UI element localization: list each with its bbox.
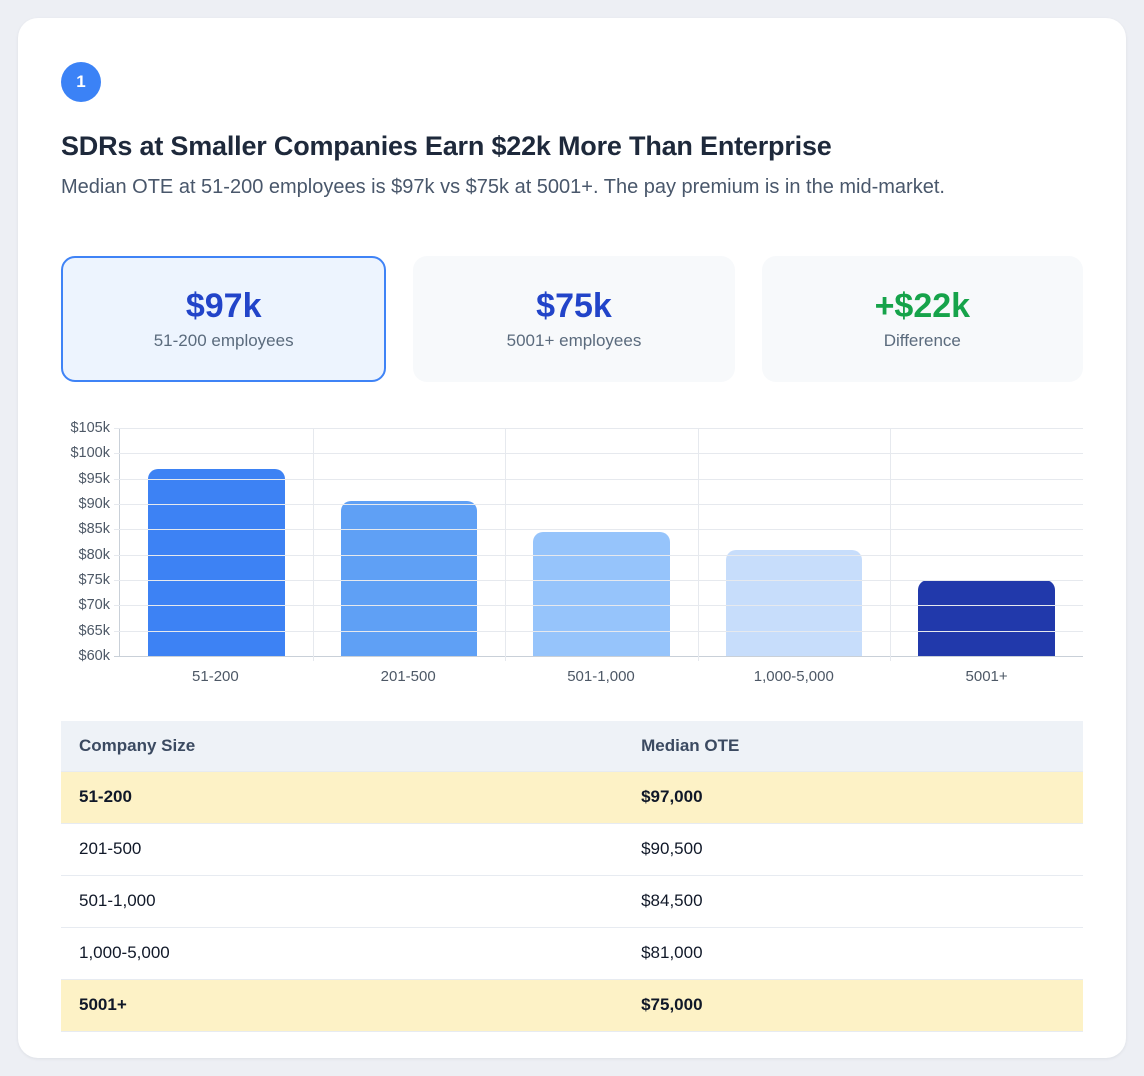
stat-card: +$22k Difference bbox=[761, 256, 1083, 382]
y-tick-label: $70k bbox=[78, 597, 110, 614]
vertical-gridline bbox=[312, 428, 314, 661]
bars bbox=[120, 428, 1083, 656]
stat-value: $75k bbox=[536, 286, 612, 325]
y-tick-label: $65k bbox=[78, 622, 110, 639]
x-tick-label: 51-200 bbox=[192, 668, 239, 685]
cell-median-ote: $81,000 bbox=[623, 926, 1083, 979]
table-row: 51-200 $97,000 bbox=[61, 770, 1083, 823]
bar-51-200 bbox=[147, 468, 285, 656]
vertical-gridline bbox=[505, 428, 507, 661]
bar-slot bbox=[120, 428, 313, 656]
x-tick-label: 1,000-5,000 bbox=[753, 668, 834, 685]
bar-501-1,000 bbox=[533, 531, 670, 656]
gridline bbox=[114, 579, 1083, 581]
y-tick-label: $95k bbox=[78, 470, 110, 487]
gridline bbox=[114, 453, 1083, 455]
cell-company-size: 5001+ bbox=[61, 978, 624, 1032]
cell-company-size: 51-200 bbox=[61, 770, 624, 823]
column-header-company-size: Company Size bbox=[61, 721, 624, 771]
gridline bbox=[114, 656, 1083, 657]
bar-chart: $105k $100k $95k $90k $85k $80k $75k $70k $65k $6… bbox=[61, 420, 1083, 685]
bar-slot bbox=[505, 428, 698, 656]
stat-card: $97k 51-200 employees bbox=[61, 256, 387, 382]
y-tick-label: $85k bbox=[78, 521, 110, 538]
x-tick-label: 201-500 bbox=[380, 668, 436, 685]
column-header-median-ote: Median OTE bbox=[623, 721, 1083, 771]
table-row: 5001+ $75,000 bbox=[61, 978, 1083, 1032]
y-axis: $105k $100k $95k $90k $85k $80k $75k $70k $65k $6… bbox=[61, 420, 119, 664]
bar-1,000-5,000 bbox=[725, 549, 863, 656]
bar-5001+ bbox=[918, 580, 1056, 656]
cell-company-size: 501-1,000 bbox=[61, 874, 624, 927]
table-row: 201-500 $90,500 bbox=[61, 822, 1083, 875]
stat-label: 51-200 employees bbox=[153, 330, 294, 350]
gridline bbox=[114, 630, 1083, 632]
cell-company-size: 201-500 bbox=[61, 822, 624, 875]
step-number-badge: 1 bbox=[61, 62, 101, 102]
y-tick-label: $80k bbox=[78, 546, 110, 563]
gridline bbox=[114, 529, 1083, 531]
bar-slot bbox=[313, 428, 506, 656]
insight-card: 1 SDRs at Smaller Companies Earn $22k Mo… bbox=[18, 18, 1126, 1058]
table-body: 51-200 $97,000 201-500 $90,500 501-1,000 $84,… bbox=[61, 770, 1083, 1032]
x-axis: 51-200 201-500 501-1,000 1,000-5,000 5001+ bbox=[119, 668, 1083, 685]
gridline bbox=[114, 428, 1083, 429]
gridline bbox=[114, 605, 1083, 607]
page-subtitle: Median OTE at 51-200 employees is $97k v… bbox=[61, 176, 945, 198]
cell-median-ote: $84,500 bbox=[623, 874, 1083, 927]
cell-median-ote: $97,000 bbox=[623, 770, 1083, 823]
y-tick-label: $90k bbox=[78, 495, 110, 512]
stat-card: $75k 5001+ employees bbox=[413, 256, 735, 382]
vertical-gridline bbox=[890, 428, 892, 661]
table-row: 501-1,000 $84,500 bbox=[61, 874, 1083, 927]
bar-201-500 bbox=[340, 501, 478, 656]
y-tick-label: $75k bbox=[78, 571, 110, 588]
stat-label: 5001+ employees bbox=[506, 330, 642, 350]
table-row: 1,000-5,000 $81,000 bbox=[61, 926, 1083, 979]
gridline bbox=[114, 503, 1083, 505]
cell-company-size: 1,000-5,000 bbox=[61, 926, 624, 979]
bar-slot bbox=[890, 428, 1083, 656]
plot-area bbox=[114, 428, 1083, 661]
gridline bbox=[114, 478, 1083, 480]
y-tick-label: $100k bbox=[70, 445, 110, 462]
x-tick-label: 501-1,000 bbox=[567, 668, 635, 685]
cell-median-ote: $90,500 bbox=[623, 822, 1083, 875]
y-tick-label: $60k bbox=[78, 648, 110, 664]
stat-value: $97k bbox=[185, 286, 262, 325]
bar-slot bbox=[698, 428, 891, 656]
stat-value: +$22k bbox=[874, 286, 971, 325]
page-title: SDRs at Smaller Companies Earn $22k More… bbox=[61, 131, 832, 161]
gridline bbox=[114, 554, 1083, 556]
table-header-row: Company Size Median OTE bbox=[61, 721, 1083, 771]
stat-cards-row: $97k 51-200 employees $75k 5001+ employe… bbox=[61, 256, 1083, 382]
cell-median-ote: $75,000 bbox=[623, 978, 1083, 1032]
x-tick-label: 5001+ bbox=[965, 668, 1008, 685]
data-table: Company Size Median OTE 51-200 $97,000 201… bbox=[61, 721, 1083, 1032]
stat-label: Difference bbox=[883, 330, 961, 350]
y-tick-label: $105k bbox=[70, 420, 110, 436]
vertical-gridline bbox=[697, 428, 699, 661]
